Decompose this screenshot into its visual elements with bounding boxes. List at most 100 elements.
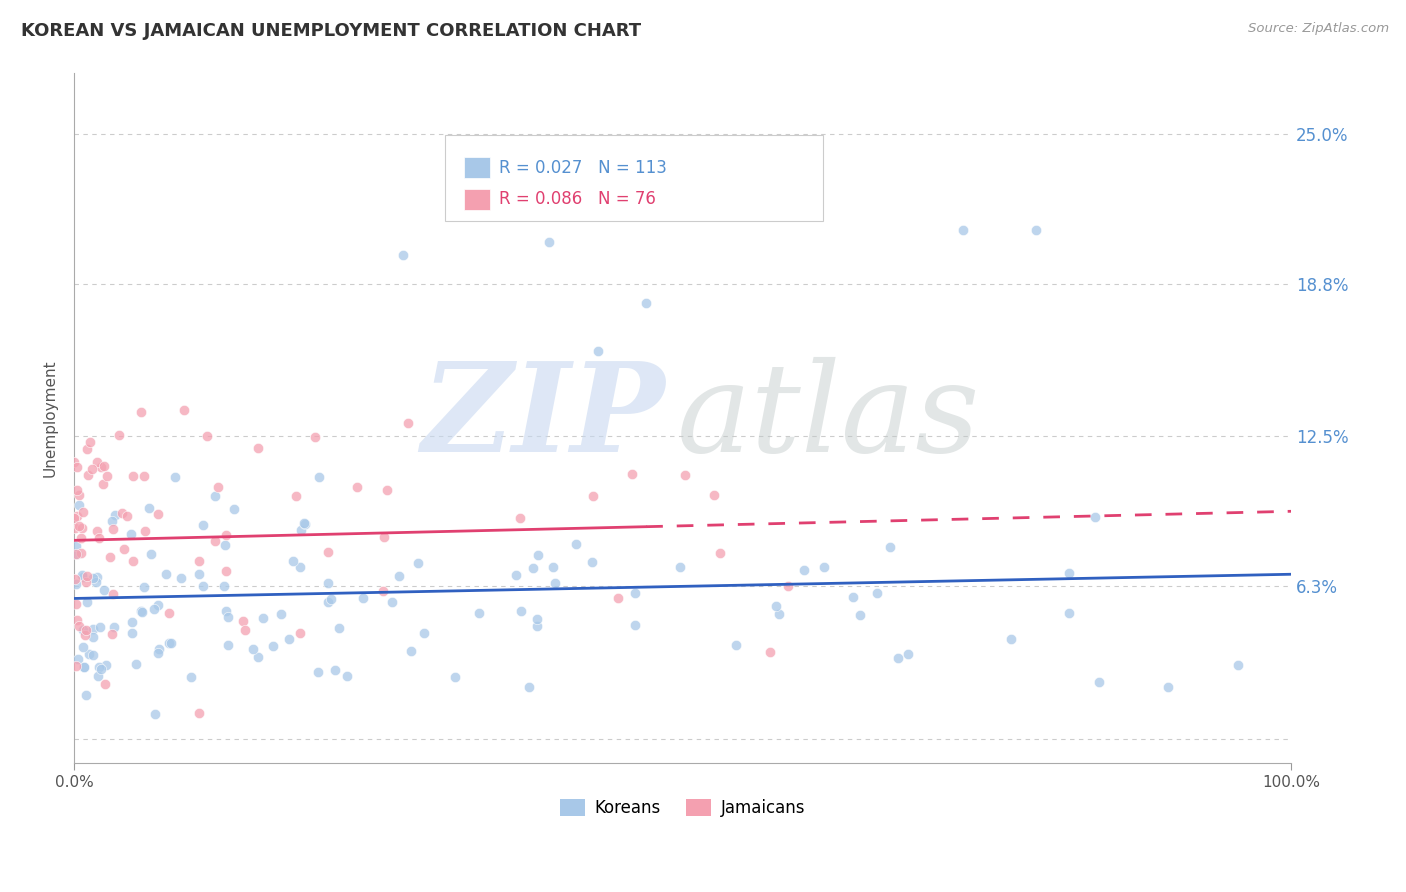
Point xyxy=(246,649,269,664)
Point xyxy=(669,559,692,574)
Point xyxy=(143,601,166,615)
Point xyxy=(215,565,238,579)
FancyBboxPatch shape xyxy=(464,189,491,210)
Point xyxy=(87,660,110,674)
Point xyxy=(139,547,162,561)
Point xyxy=(509,510,531,524)
Point xyxy=(323,663,346,677)
Point xyxy=(204,533,226,548)
Point xyxy=(112,541,135,556)
Point xyxy=(232,614,254,628)
Point xyxy=(100,549,122,564)
Point xyxy=(79,435,101,450)
Point xyxy=(262,639,284,653)
Point xyxy=(108,428,131,442)
Point xyxy=(1088,674,1111,689)
Point xyxy=(636,296,658,310)
Point xyxy=(316,545,339,559)
Point xyxy=(215,528,238,542)
Point xyxy=(408,556,430,570)
Point xyxy=(155,566,177,581)
Point xyxy=(527,548,550,562)
Point xyxy=(72,640,94,654)
Point xyxy=(63,511,86,525)
Point xyxy=(69,619,91,633)
Point xyxy=(82,571,104,585)
Point xyxy=(77,648,100,662)
Point xyxy=(66,547,89,561)
Point xyxy=(582,489,605,503)
Point xyxy=(1156,680,1178,694)
Legend: Koreans, Jamaicans: Koreans, Jamaicans xyxy=(553,792,813,824)
Point xyxy=(673,468,696,483)
Point xyxy=(132,469,155,483)
Point xyxy=(212,579,235,593)
Point xyxy=(793,563,815,577)
Point xyxy=(285,489,308,503)
Point xyxy=(72,505,94,519)
Point xyxy=(581,555,603,569)
Point xyxy=(69,546,91,560)
Point xyxy=(517,680,540,694)
Point xyxy=(188,554,211,568)
Point xyxy=(759,645,782,659)
Point xyxy=(191,579,214,593)
Point xyxy=(65,577,87,591)
Point xyxy=(84,574,107,589)
Point xyxy=(207,480,229,494)
Point xyxy=(1057,566,1080,580)
Point xyxy=(346,480,368,494)
Point xyxy=(526,612,548,626)
Text: R = 0.027   N = 113: R = 0.027 N = 113 xyxy=(499,159,666,177)
Point xyxy=(412,626,434,640)
Point xyxy=(292,516,315,531)
Point xyxy=(270,607,292,621)
Point xyxy=(69,531,91,545)
Point xyxy=(67,651,90,665)
Point xyxy=(307,665,329,679)
Y-axis label: Unemployment: Unemployment xyxy=(44,359,58,477)
Point xyxy=(952,223,974,237)
Point xyxy=(193,518,215,533)
Point xyxy=(887,651,910,665)
Point xyxy=(66,483,89,498)
Point xyxy=(188,706,211,721)
Point xyxy=(134,524,156,539)
Point xyxy=(371,583,394,598)
Point xyxy=(67,488,90,502)
Point xyxy=(159,636,181,650)
Point xyxy=(148,641,170,656)
Text: R = 0.086   N = 76: R = 0.086 N = 76 xyxy=(499,190,655,208)
Point xyxy=(93,583,115,598)
Point xyxy=(77,468,100,483)
Text: KOREAN VS JAMAICAN UNEMPLOYMENT CORRELATION CHART: KOREAN VS JAMAICAN UNEMPLOYMENT CORRELAT… xyxy=(21,22,641,40)
Point xyxy=(121,468,143,483)
Point xyxy=(143,706,166,721)
Point xyxy=(195,429,218,443)
Point xyxy=(132,581,155,595)
Point xyxy=(1084,509,1107,524)
Point xyxy=(93,677,115,691)
Point xyxy=(624,618,647,632)
Point xyxy=(87,668,110,682)
Point xyxy=(388,568,411,582)
Point xyxy=(399,644,422,658)
Point xyxy=(169,571,191,585)
Text: ZIP: ZIP xyxy=(420,358,665,479)
Point xyxy=(526,618,548,632)
Point xyxy=(101,522,124,536)
Point xyxy=(91,476,114,491)
Point xyxy=(165,470,187,484)
Point xyxy=(104,508,127,523)
Point xyxy=(173,402,195,417)
Point xyxy=(76,442,98,456)
Point xyxy=(318,595,340,609)
Point xyxy=(1226,657,1249,672)
Point xyxy=(778,579,800,593)
Point xyxy=(703,488,725,502)
Point xyxy=(157,636,180,650)
Point xyxy=(146,646,169,660)
Point xyxy=(505,568,527,582)
Point xyxy=(316,576,339,591)
Point xyxy=(65,597,87,611)
